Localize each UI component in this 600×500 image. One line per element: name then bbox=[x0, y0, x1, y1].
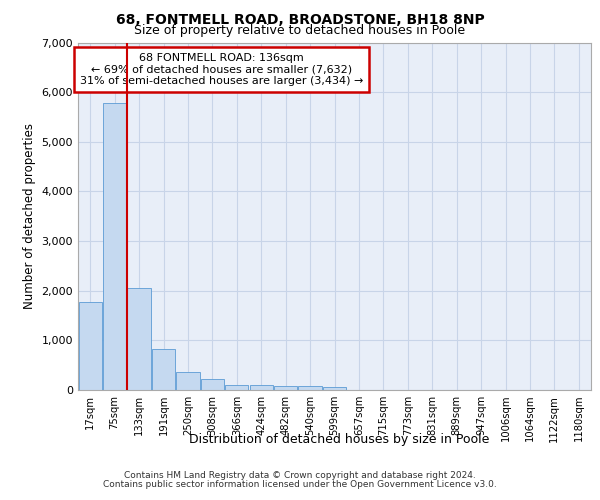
Bar bbox=[225, 384, 248, 390]
Text: Size of property relative to detached houses in Poole: Size of property relative to detached ho… bbox=[134, 24, 466, 37]
Y-axis label: Number of detached properties: Number of detached properties bbox=[23, 123, 36, 309]
Text: Distribution of detached houses by size in Poole: Distribution of detached houses by size … bbox=[189, 432, 489, 446]
Text: 68, FONTMELL ROAD, BROADSTONE, BH18 8NP: 68, FONTMELL ROAD, BROADSTONE, BH18 8NP bbox=[116, 12, 484, 26]
Bar bbox=[250, 384, 273, 390]
Bar bbox=[323, 387, 346, 390]
Bar bbox=[298, 386, 322, 390]
Bar bbox=[79, 302, 102, 390]
Bar bbox=[152, 349, 175, 390]
Bar bbox=[176, 372, 200, 390]
Text: 68 FONTMELL ROAD: 136sqm
← 69% of detached houses are smaller (7,632)
31% of sem: 68 FONTMELL ROAD: 136sqm ← 69% of detach… bbox=[80, 53, 364, 86]
Bar bbox=[274, 386, 297, 390]
Text: Contains public sector information licensed under the Open Government Licence v3: Contains public sector information licen… bbox=[103, 480, 497, 489]
Text: Contains HM Land Registry data © Crown copyright and database right 2024.: Contains HM Land Registry data © Crown c… bbox=[124, 471, 476, 480]
Bar bbox=[201, 379, 224, 390]
Bar bbox=[127, 288, 151, 390]
Bar bbox=[103, 103, 126, 390]
